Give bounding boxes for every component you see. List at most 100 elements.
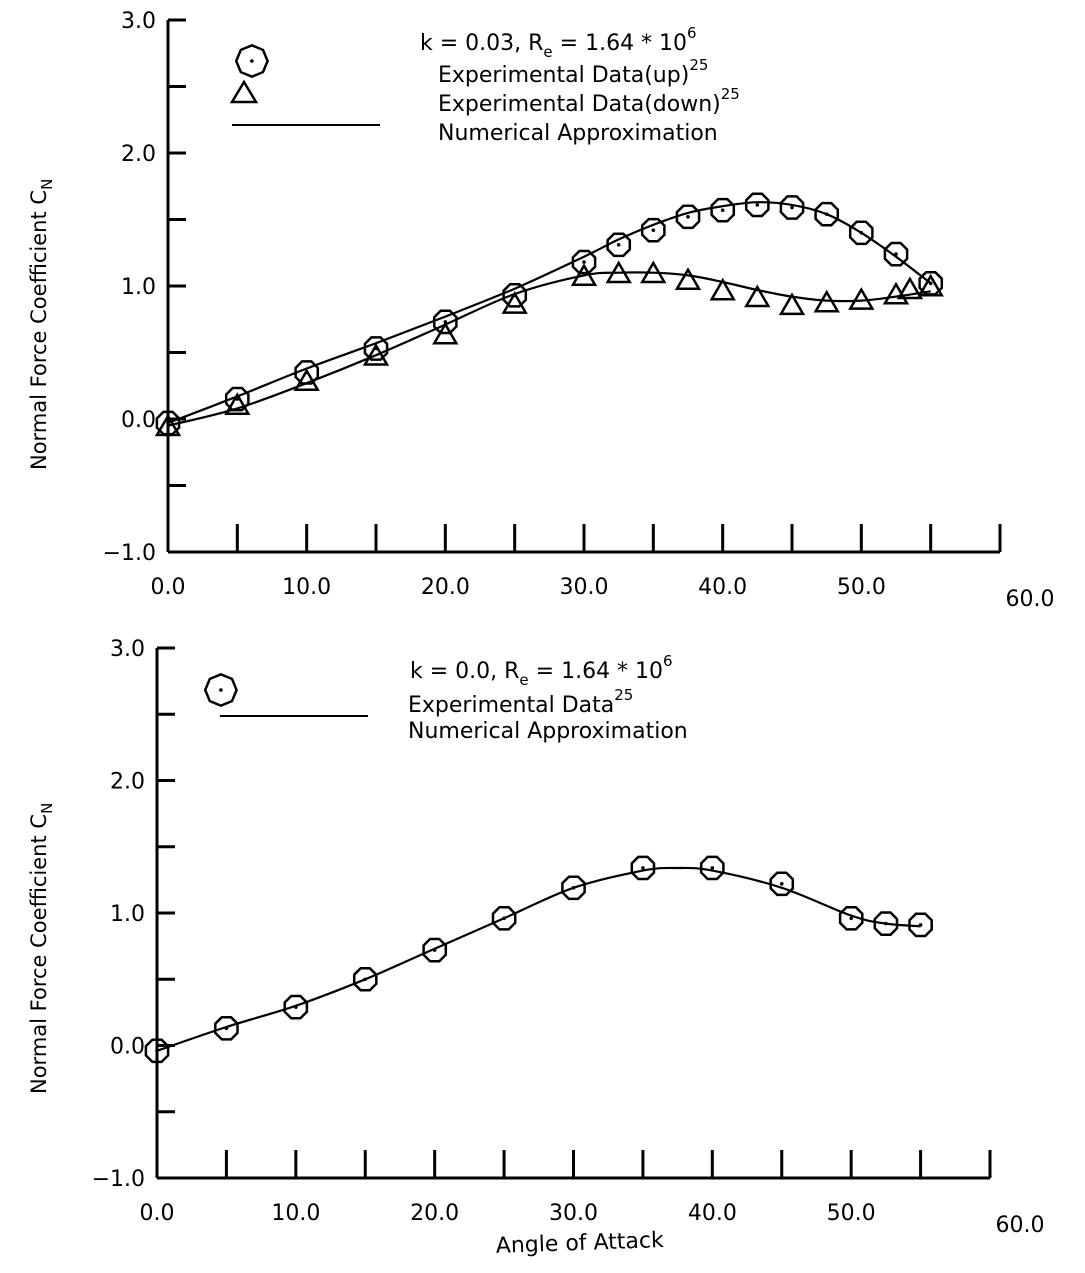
bottom-y-tick-label-2: 1.0 bbox=[110, 902, 145, 927]
top-markers bbox=[154, 192, 944, 437]
bottom-up-point-dot bbox=[363, 977, 368, 982]
bottom-annotation-text: k = 0.0, Re = 1.64 * 106 bbox=[410, 652, 673, 689]
bottom-legend-numerical-label: Numerical Approximation bbox=[408, 719, 688, 744]
top-down-point-8 bbox=[640, 260, 667, 284]
top-down-point-3 bbox=[362, 343, 390, 366]
bottom-y-tick-label-4: 3.0 bbox=[110, 637, 145, 662]
top-legend-down-label: Experimental Data(down)25 bbox=[438, 85, 740, 117]
top-down-point-4 bbox=[432, 321, 459, 345]
bottom-up-point-octagon bbox=[908, 912, 933, 938]
top-up-point-dot bbox=[928, 281, 933, 286]
bottom-up-point-0 bbox=[144, 1038, 170, 1064]
top-legend-up-label: Experimental Data(up)25 bbox=[438, 56, 708, 88]
top-up-point-octagon bbox=[571, 249, 597, 275]
top-annotation-text: k = 0.03, Re = 1.64 * 106 bbox=[420, 24, 697, 61]
top-up-point-14 bbox=[848, 220, 874, 246]
bottom-y-tick-labels: −1.0 0.0 1.0 2.0 3.0 bbox=[92, 637, 145, 1192]
bottom-up-point-dot bbox=[224, 1026, 229, 1031]
top-x-tick-label-0: 0.0 bbox=[151, 575, 186, 600]
top-down-point-6 bbox=[570, 263, 598, 286]
top-x-tick-label-3: 30.0 bbox=[560, 575, 609, 600]
top-y-tick-label-4: 3.0 bbox=[121, 9, 156, 34]
top-up-point-dot bbox=[582, 260, 586, 264]
bottom-annotation: k = 0.0, Re = 1.64 * 106 bbox=[410, 652, 673, 689]
bottom-x-tick-label-4: 40.0 bbox=[688, 1201, 737, 1226]
top-up-point-dot bbox=[616, 242, 621, 247]
bottom-curves bbox=[156, 866, 921, 1052]
bottom-x-axis-label: Angle of Attack bbox=[495, 1228, 664, 1259]
bottom-up-point-octagon bbox=[352, 966, 378, 992]
top-y-tick-labels: −1.0 0.0 1.0 2.0 3.0 bbox=[103, 9, 156, 566]
top-up-point-dot bbox=[166, 421, 170, 425]
top-down-point-5 bbox=[501, 291, 528, 314]
top-up-point-dot bbox=[790, 205, 794, 210]
bottom-up-point-octagon bbox=[491, 905, 517, 931]
top-y-tick-label-3: 2.0 bbox=[121, 142, 156, 167]
top-curves bbox=[167, 201, 932, 427]
bottom-up-point-octagon bbox=[561, 875, 586, 901]
bottom-up-point-7 bbox=[630, 855, 656, 881]
top-up-point-octagon bbox=[294, 360, 320, 385]
top-down-point-0 bbox=[154, 413, 182, 437]
top-up-point-6 bbox=[571, 249, 597, 275]
top-up-point-octagon bbox=[432, 309, 458, 335]
bottom-x-tick-label-3: 30.0 bbox=[549, 1201, 598, 1226]
top-down-point-15 bbox=[882, 281, 910, 305]
bottom-y-tick-label-3: 2.0 bbox=[110, 770, 145, 795]
top-up-point-7 bbox=[606, 232, 632, 258]
bottom-legend-octagon-dot bbox=[219, 688, 223, 692]
top-down-point-16 bbox=[896, 276, 924, 300]
top-up-point-dot bbox=[824, 212, 829, 216]
top-numerical-curve-down bbox=[167, 271, 931, 427]
top-x-tick-label-4: 40.0 bbox=[698, 575, 747, 600]
bottom-x-tick-label-6: 60.0 bbox=[996, 1213, 1045, 1238]
top-up-point-11 bbox=[744, 192, 770, 218]
top-down-point-11 bbox=[744, 284, 771, 308]
bottom-up-point-3 bbox=[352, 966, 378, 992]
bottom-legend: Experimental Data25 Numerical Approximat… bbox=[203, 672, 688, 744]
bottom-legend-octagon-shape bbox=[203, 672, 238, 708]
top-down-point-2 bbox=[293, 368, 320, 392]
bottom-up-point-12 bbox=[908, 912, 933, 938]
top-down-point-13 bbox=[813, 289, 840, 313]
top-down-point-10 bbox=[709, 277, 736, 301]
top-up-point-octagon bbox=[363, 336, 389, 361]
bottom-up-point-octagon bbox=[144, 1038, 170, 1064]
bottom-x-tick-label-1: 10.0 bbox=[271, 1201, 320, 1226]
top-up-point-octagon bbox=[606, 232, 632, 258]
bottom-up-point-dot bbox=[641, 866, 645, 870]
top-up-point-octagon bbox=[779, 195, 805, 220]
top-up-point-octagon bbox=[848, 220, 874, 246]
bottom-x-ticks bbox=[224, 1150, 992, 1178]
top-x-tick-label-1: 10.0 bbox=[282, 575, 331, 600]
top-up-point-dot bbox=[755, 203, 760, 207]
top-down-point-14 bbox=[848, 287, 875, 310]
top-up-point-15 bbox=[883, 241, 909, 267]
top-y-tick-label-1: 0.0 bbox=[121, 408, 156, 433]
top-up-point-9 bbox=[675, 204, 701, 230]
bottom-y-tick-label-0: −1.0 bbox=[92, 1167, 145, 1192]
top-chart-panel: −1.0 0.0 1.0 2.0 3.0 0.0 10.0 20.0 30.0 40.0 50.0… bbox=[27, 9, 1054, 612]
top-x-tick-label-2: 20.0 bbox=[421, 575, 470, 600]
bottom-legend-exp-label: Experimental Data25 bbox=[408, 686, 633, 718]
top-annotation: k = 0.03, Re = 1.64 * 106 bbox=[420, 24, 697, 61]
bottom-up-point-dot bbox=[294, 1005, 298, 1009]
bottom-up-point-octagon bbox=[699, 855, 725, 881]
bottom-up-point-octagon bbox=[214, 1015, 239, 1041]
bottom-up-point-5 bbox=[491, 905, 517, 931]
bottom-up-point-octagon bbox=[838, 905, 864, 931]
top-up-point-13 bbox=[814, 201, 840, 227]
top-up-point-dot bbox=[859, 231, 864, 235]
top-numerical-curve bbox=[167, 201, 932, 425]
bottom-up-point-2 bbox=[283, 994, 309, 1020]
top-y-tick-label-2: 1.0 bbox=[121, 275, 156, 300]
bottom-x-tick-label-0: 0.0 bbox=[140, 1201, 175, 1226]
bottom-up-point-dot bbox=[849, 916, 853, 921]
bottom-up-point-dot bbox=[432, 948, 437, 952]
top-up-point-dot bbox=[720, 208, 725, 212]
top-down-point-7 bbox=[605, 260, 632, 284]
bottom-x-tick-labels: 0.0 10.0 20.0 30.0 40.0 50.0 60.0 bbox=[140, 1201, 1045, 1238]
top-legend-octagon-shape bbox=[234, 43, 269, 79]
bottom-up-point-4 bbox=[422, 937, 448, 963]
